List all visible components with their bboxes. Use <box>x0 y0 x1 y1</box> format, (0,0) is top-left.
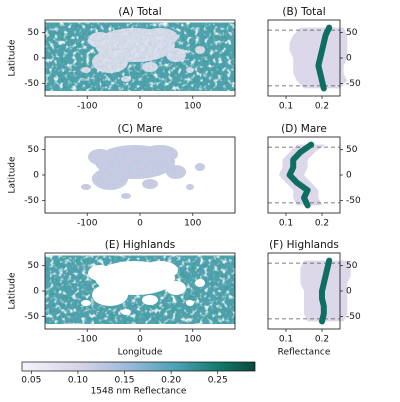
y-tick-label: -50 <box>346 196 361 206</box>
x-tick-label: 100 <box>184 219 201 229</box>
y-tick-label: 50 <box>346 145 358 155</box>
x-axis-label: Longitude <box>118 348 163 358</box>
colorbar-label: 1548 nm Reflectance <box>91 387 187 397</box>
map-texture <box>45 22 235 91</box>
panel-title: (B) Total <box>282 6 325 18</box>
x-tick-label: 0 <box>137 219 143 229</box>
y-axis-label: Latitude <box>8 39 18 77</box>
colorbar-tick-label: 0.20 <box>161 376 181 386</box>
y-tick-label: 0 <box>346 287 352 297</box>
y-tick-label: 50 <box>28 145 40 155</box>
x-tick-label: -100 <box>77 219 98 229</box>
x-tick-label: 0.2 <box>315 335 329 345</box>
y-tick-label: 50 <box>346 261 358 271</box>
y-tick-label: 50 <box>346 28 358 38</box>
y-tick-label: 0 <box>33 171 39 181</box>
x-tick-label: 100 <box>184 102 201 112</box>
panel-title: (D) Mare <box>281 123 327 135</box>
x-tick-label: 0.1 <box>279 219 293 229</box>
y-tick-label: -50 <box>24 312 39 322</box>
x-tick-label: 0 <box>137 335 143 345</box>
profile-line <box>286 141 315 209</box>
y-tick-label: 0 <box>346 54 352 64</box>
y-tick-label: 0 <box>346 171 352 181</box>
x-tick-label: 0.1 <box>279 102 293 112</box>
y-axis-label: Latitude <box>8 156 18 194</box>
y-tick-label: 0 <box>33 287 39 297</box>
colorbar-tick-label: 0.25 <box>208 376 228 386</box>
colorbar-tick-label: 0.10 <box>68 376 88 386</box>
panel-title: (A) Total <box>118 6 161 18</box>
y-tick-label: -50 <box>346 79 361 89</box>
y-tick-label: -50 <box>24 79 39 89</box>
profile-line <box>319 257 333 325</box>
x-tick-label: -100 <box>77 102 98 112</box>
y-tick-label: -50 <box>24 196 39 206</box>
map-texture <box>45 255 235 324</box>
y-axis-label: Latitude <box>8 272 18 310</box>
panel-title: (F) Highlands <box>269 239 339 251</box>
profile-line <box>315 24 333 92</box>
panel-title: (C) Mare <box>118 123 163 135</box>
y-tick-label: 0 <box>33 54 39 64</box>
colorbar-tick-label: 0.05 <box>21 376 41 386</box>
y-tick-label: 50 <box>28 261 40 271</box>
map-texture <box>81 145 205 199</box>
x-tick-label: 0.1 <box>279 335 293 345</box>
y-tick-label: -50 <box>346 312 361 322</box>
colorbar <box>21 361 256 372</box>
x-tick-label: -100 <box>77 335 98 345</box>
x-tick-label: 0.2 <box>315 219 329 229</box>
x-tick-label: 0.2 <box>315 102 329 112</box>
x-tick-label: 0 <box>137 102 143 112</box>
spread-band <box>300 260 351 322</box>
y-tick-label: 50 <box>28 28 40 38</box>
x-tick-label: 100 <box>184 335 201 345</box>
panel-title: (E) Highlands <box>105 239 175 251</box>
colorbar-tick-label: 0.15 <box>114 376 134 386</box>
x-axis-label: Reflectance <box>278 348 331 358</box>
